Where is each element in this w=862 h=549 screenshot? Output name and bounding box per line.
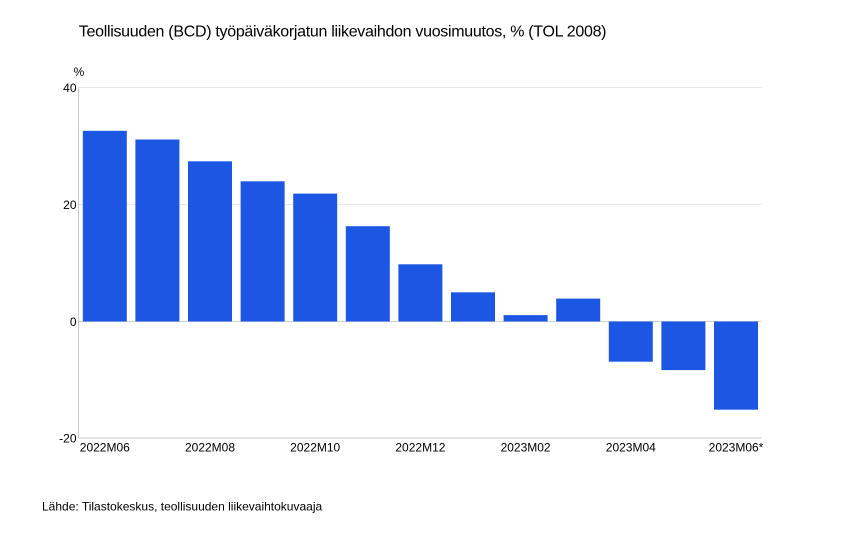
svg-text:20: 20	[63, 198, 77, 212]
svg-text:2022M10: 2022M10	[290, 441, 340, 455]
svg-text:2022M12: 2022M12	[395, 441, 445, 455]
svg-text:Lähde: Tilastokeskus, teollisu: Lähde: Tilastokeskus, teollisuuden liike…	[42, 500, 322, 514]
svg-text:Teollisuuden (BCD) työpäiväkor: Teollisuuden (BCD) työpäiväkorjatun liik…	[79, 24, 606, 41]
svg-text:0: 0	[70, 315, 77, 329]
svg-text:2022M06: 2022M06	[80, 441, 130, 455]
svg-text:2023M06*: 2023M06*	[709, 441, 764, 455]
svg-text:2022M08: 2022M08	[185, 441, 235, 455]
svg-text:2023M04: 2023M04	[606, 441, 656, 455]
svg-text:40: 40	[63, 81, 77, 95]
svg-text:2023M02: 2023M02	[501, 441, 551, 455]
svg-text:-20: -20	[59, 431, 77, 445]
svg-text:%: %	[74, 65, 85, 79]
